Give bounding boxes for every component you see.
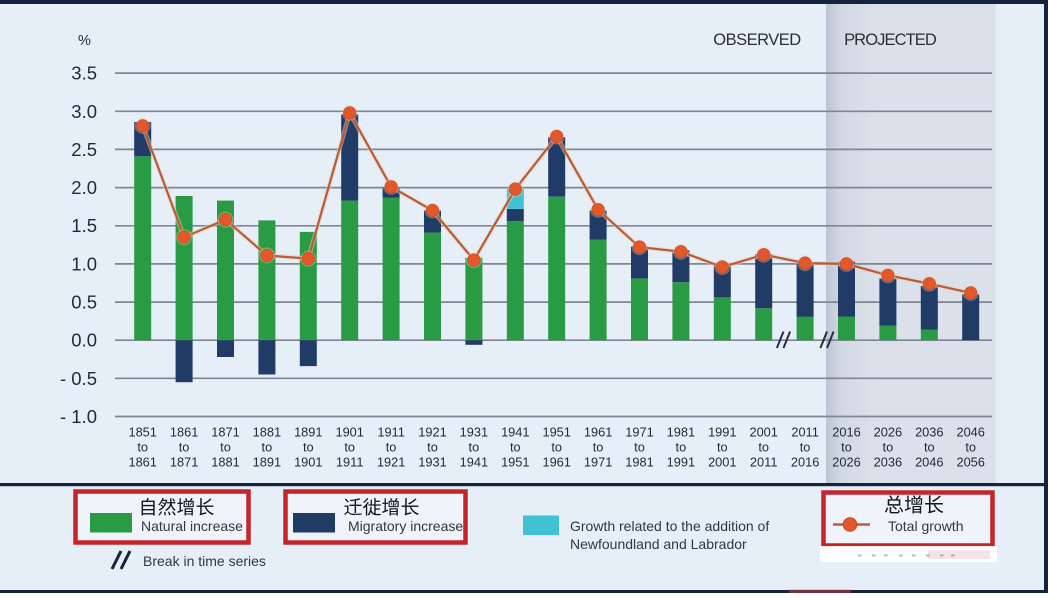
svg-text:1861: 1861 [170, 425, 198, 440]
svg-text:0.5: 0.5 [71, 292, 97, 313]
svg-text:1941: 1941 [501, 425, 529, 440]
svg-text:1881: 1881 [253, 425, 281, 440]
svg-text:1901: 1901 [294, 455, 322, 470]
svg-text:3.0: 3.0 [71, 101, 97, 122]
svg-text:to: to [220, 440, 231, 455]
svg-text:Total growth: Total growth [888, 518, 963, 534]
svg-text:2036: 2036 [874, 455, 902, 470]
svg-text:1951: 1951 [501, 455, 529, 470]
svg-text:1981: 1981 [667, 425, 695, 440]
svg-text:- 1.0: - 1.0 [60, 406, 97, 427]
svg-text:2001: 2001 [749, 425, 777, 440]
svg-text:2.0: 2.0 [71, 177, 97, 198]
svg-text:Newfoundland and Labrador: Newfoundland and Labrador [570, 536, 747, 552]
svg-text:1.0: 1.0 [71, 253, 97, 274]
svg-text:to: to [262, 440, 273, 455]
svg-text:1921: 1921 [377, 455, 405, 470]
svg-text:2036: 2036 [915, 425, 943, 440]
svg-text:1.5: 1.5 [71, 215, 97, 236]
svg-text:1881: 1881 [211, 455, 239, 470]
svg-text:1991: 1991 [667, 455, 695, 470]
svg-text:1891: 1891 [294, 425, 322, 440]
svg-text:Break in time series: Break in time series [143, 553, 266, 569]
svg-text:1911: 1911 [336, 455, 364, 470]
svg-text:to: to [841, 440, 852, 455]
svg-text:2011: 2011 [750, 455, 778, 470]
svg-text:1981: 1981 [625, 455, 653, 470]
svg-text:1941: 1941 [460, 455, 488, 470]
svg-text:0.0: 0.0 [71, 330, 97, 351]
svg-text:1971: 1971 [584, 455, 612, 470]
svg-text:Natural increase: Natural increase [141, 518, 243, 534]
svg-text:Growth related to the addition: Growth related to the addition of [570, 518, 769, 534]
svg-text:1851: 1851 [128, 425, 156, 440]
svg-text:to: to [427, 440, 438, 455]
svg-text:1961: 1961 [584, 425, 612, 440]
svg-text:to: to [386, 440, 397, 455]
svg-text:1891: 1891 [253, 455, 281, 470]
svg-text:to: to [800, 440, 811, 455]
svg-text:2026: 2026 [874, 425, 902, 440]
svg-text:to: to [758, 440, 769, 455]
svg-text:to: to [510, 440, 521, 455]
svg-text:2026: 2026 [832, 455, 860, 470]
svg-text:to: to [593, 440, 604, 455]
svg-text:1931: 1931 [460, 425, 488, 440]
svg-text:1931: 1931 [418, 455, 446, 470]
svg-text:to: to [137, 440, 148, 455]
svg-text:to: to [551, 440, 562, 455]
svg-text:to: to [634, 440, 645, 455]
svg-text:Migratory increase: Migratory increase [348, 518, 463, 534]
svg-text:1911: 1911 [377, 425, 405, 440]
svg-text:2046: 2046 [915, 455, 943, 470]
svg-text:1871: 1871 [211, 425, 239, 440]
svg-text:1951: 1951 [542, 425, 570, 440]
svg-text:to: to [676, 440, 687, 455]
svg-text:%: % [78, 33, 91, 49]
svg-text:to: to [303, 440, 314, 455]
svg-text:3.5: 3.5 [71, 63, 97, 84]
svg-text:to: to [883, 440, 894, 455]
svg-text:1901: 1901 [335, 425, 363, 440]
svg-text:to: to [965, 440, 976, 455]
svg-text:1961: 1961 [542, 455, 570, 470]
svg-text:1921: 1921 [418, 425, 446, 440]
svg-text:1991: 1991 [708, 425, 736, 440]
svg-text:2001: 2001 [708, 455, 736, 470]
svg-text:1861: 1861 [128, 455, 156, 470]
svg-text:to: to [717, 440, 728, 455]
svg-text:to: to [469, 440, 480, 455]
svg-text:1971: 1971 [625, 425, 653, 440]
svg-text:1871: 1871 [170, 455, 198, 470]
svg-text:to: to [344, 440, 355, 455]
svg-text:- 0.5: - 0.5 [60, 368, 97, 389]
svg-text:to: to [179, 440, 190, 455]
svg-text:2056: 2056 [956, 455, 984, 470]
svg-text:2.5: 2.5 [71, 139, 97, 160]
svg-text:OBSERVED: OBSERVED [713, 31, 801, 49]
svg-text:2011: 2011 [791, 425, 819, 440]
svg-text:2016: 2016 [791, 455, 819, 470]
svg-text:PROJECTED: PROJECTED [844, 31, 937, 49]
svg-text:2046: 2046 [956, 425, 984, 440]
svg-text:to: to [924, 440, 935, 455]
svg-text:2016: 2016 [832, 425, 860, 440]
